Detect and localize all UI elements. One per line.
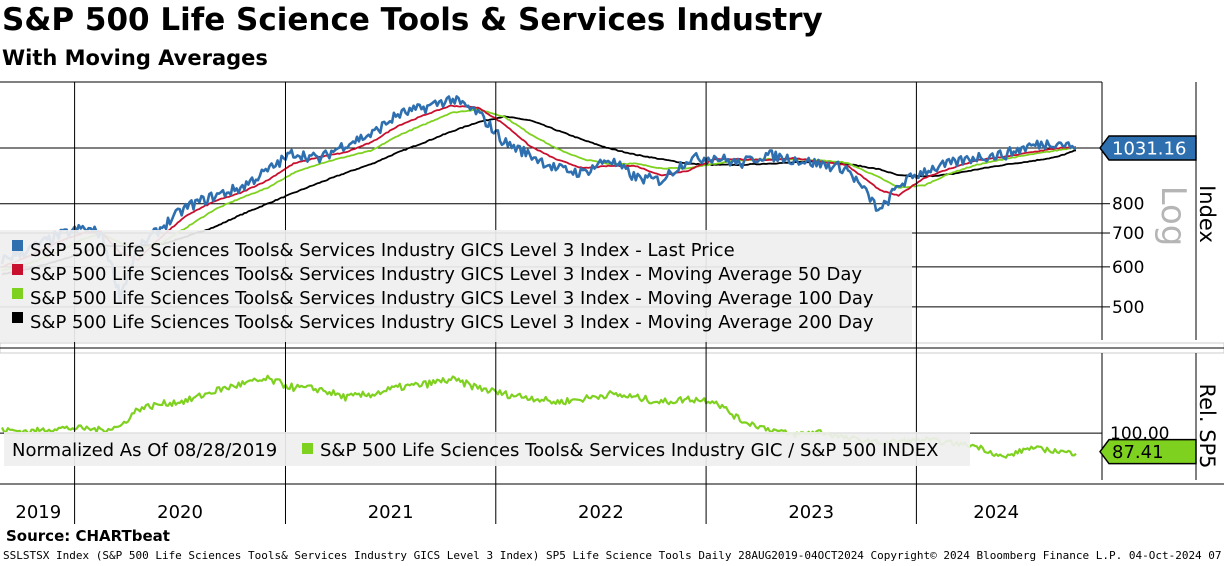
- normalized-note: Normalized As Of 08/28/2019: [12, 440, 277, 461]
- upper-y-axis-title: Index: [1195, 185, 1219, 243]
- lower-y-axis-title: Rel. SP5: [1195, 383, 1219, 468]
- log-scale-label: Log: [1153, 186, 1193, 247]
- chart-title: S&P 500 Life Science Tools & Services In…: [2, 2, 823, 38]
- chart-subtitle: With Moving Averages: [2, 46, 268, 70]
- legend-label-last-price: S&P 500 Life Sciences Tools& Services In…: [30, 240, 735, 261]
- x-tick-year-2024: 2024: [973, 502, 1019, 523]
- x-tick-year-2020: 2020: [157, 502, 203, 523]
- legend-label-ma50: S&P 500 Life Sciences Tools& Services In…: [30, 264, 862, 285]
- x-tick-year-2019: 2019: [15, 502, 61, 523]
- ratio-last-value: 87.41: [1112, 442, 1164, 463]
- x-tick-year-2021: 2021: [368, 502, 414, 523]
- legend-swatch-ma50: [12, 264, 23, 275]
- series-ma50: [1, 104, 1077, 269]
- legend-label-ma200: S&P 500 Life Sciences Tools& Services In…: [30, 312, 874, 333]
- upper-y-tick-label: 600: [1112, 258, 1144, 278]
- legend-swatch-ratio: [302, 443, 313, 454]
- upper-legend: S&P 500 Life Sciences Tools& Services In…: [0, 230, 912, 342]
- x-tick-year-2022: 2022: [578, 502, 624, 523]
- upper-y-tick-label: 500: [1112, 298, 1144, 318]
- source-note: Source: CHARTbeat: [6, 527, 170, 545]
- series-last-price: [0, 95, 1077, 303]
- last-price-value: 1031.16: [1112, 138, 1186, 159]
- ratio-last-badge: 87.41: [1099, 438, 1197, 465]
- legend-label-ma100: S&P 500 Life Sciences Tools& Services In…: [30, 288, 874, 309]
- footer-info: SSLSTSX Index (S&P 500 Life Sciences Too…: [3, 549, 1224, 562]
- upper-y-tick-label: 700: [1112, 224, 1144, 244]
- legend-label-ratio: S&P 500 Life Sciences Tools& Services In…: [320, 440, 938, 461]
- legend-swatch-ma200: [12, 312, 23, 323]
- lower-legend: Normalized As Of 08/28/2019 S&P 500 Life…: [4, 432, 970, 466]
- legend-swatch-ma100: [12, 288, 23, 299]
- x-tick-year-2023: 2023: [788, 502, 834, 523]
- legend-swatch-last-price: [12, 240, 23, 251]
- last-price-badge: 1031.16: [1099, 135, 1197, 161]
- upper-y-tick-label: 800: [1112, 195, 1144, 215]
